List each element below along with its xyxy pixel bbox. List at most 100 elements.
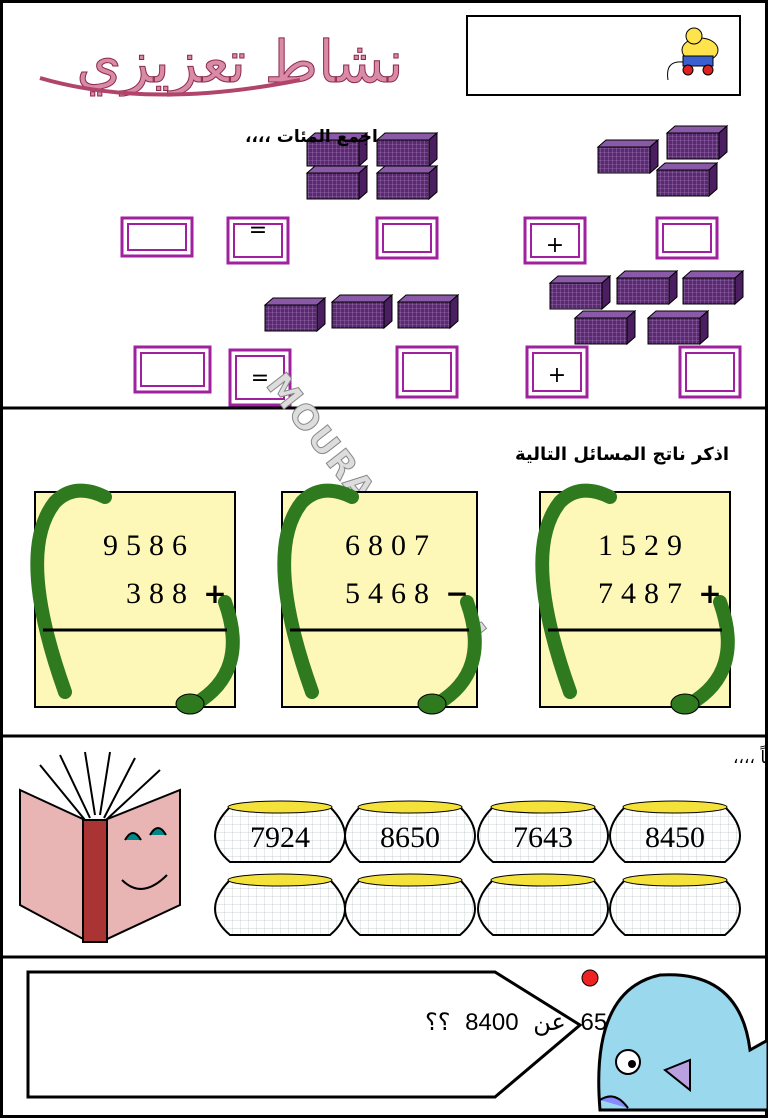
- operator: +: [203, 577, 226, 610]
- pot: [477, 879, 609, 936]
- block-top: [375, 165, 439, 174]
- hundred-block: [596, 138, 660, 175]
- hundred-block: [396, 293, 460, 330]
- answer-box: [523, 216, 587, 265]
- block-front: [574, 317, 628, 345]
- coins: [227, 873, 333, 887]
- pot: [477, 806, 609, 863]
- hundred-block: [330, 293, 394, 330]
- block-front: [331, 301, 385, 329]
- block-front: [597, 146, 651, 174]
- bottom-number: 5468: [345, 577, 437, 610]
- block-front: [376, 139, 430, 167]
- answer-box-inner: [233, 223, 283, 258]
- block-top: [330, 294, 394, 303]
- snake: [430, 595, 482, 711]
- plus-sign: +: [548, 363, 566, 388]
- answer-box-inner: [402, 352, 452, 392]
- top-number: 6807: [345, 529, 437, 562]
- pot-number: 7924: [250, 821, 310, 854]
- block-top: [305, 165, 369, 174]
- block-front: [682, 277, 736, 305]
- bottom-number: 7487: [598, 577, 690, 610]
- hundred-block: [305, 164, 369, 201]
- pot-number: 7643: [513, 821, 573, 854]
- answer-box-inner: [140, 352, 205, 387]
- snake: [535, 483, 617, 699]
- block-top: [263, 297, 327, 306]
- block-front: [376, 172, 430, 200]
- coins: [490, 873, 596, 887]
- block-top: [375, 132, 439, 141]
- hundred-block: [646, 309, 710, 346]
- pot: [609, 806, 741, 863]
- pot: [344, 879, 476, 936]
- pot: [344, 806, 476, 863]
- block-front: [264, 304, 318, 332]
- answer-box: [228, 348, 292, 407]
- coins: [622, 873, 728, 887]
- answer-box: [525, 345, 589, 399]
- book-icon: [19, 751, 181, 943]
- top-number: 1529: [598, 529, 690, 562]
- block-top: [548, 275, 612, 284]
- snake: [683, 595, 735, 711]
- plus-sign: +: [546, 233, 564, 258]
- title-swash: [39, 76, 301, 97]
- block-top: [646, 310, 710, 319]
- coins: [357, 800, 463, 814]
- title: نشاط تعزيزي: [76, 28, 403, 97]
- instruction: رتب تنازلياً ،،،،: [733, 744, 768, 768]
- snake: [188, 595, 240, 711]
- block-top: [396, 294, 460, 303]
- operator: +: [698, 577, 721, 610]
- answer-box-inner: [235, 355, 285, 400]
- answer-box-inner: [127, 223, 187, 251]
- hundred-block: [375, 164, 439, 201]
- block-front: [306, 172, 360, 200]
- block-top: [615, 270, 679, 279]
- coins: [357, 873, 463, 887]
- block-front: [549, 282, 603, 310]
- block-top: [665, 125, 729, 134]
- pot: [214, 806, 346, 863]
- block-front: [666, 132, 720, 160]
- hundred-block: [681, 269, 745, 306]
- problem-card: [34, 491, 236, 708]
- coins: [490, 800, 596, 814]
- duck-icon: [667, 27, 719, 81]
- coins: [227, 800, 333, 814]
- top-number: 9586: [103, 529, 195, 562]
- instruction: اجمع المئات ،،،،: [245, 127, 378, 147]
- equals-sign: =: [249, 218, 267, 243]
- pot-number: 8450: [645, 821, 705, 854]
- answer-box: [133, 345, 212, 394]
- block-top: [681, 270, 745, 279]
- problem-card: [281, 491, 478, 708]
- hundred-block: [375, 131, 439, 168]
- problem-card: [539, 491, 731, 708]
- pot-number: 8650: [380, 821, 440, 854]
- hundred-block: [665, 124, 729, 161]
- answer-box: [678, 345, 742, 399]
- snake: [30, 483, 112, 699]
- block-front: [656, 169, 710, 197]
- answer-box-inner: [685, 352, 735, 392]
- fish-icon: [581, 969, 768, 1112]
- snake: [277, 483, 359, 699]
- answer-box-inner: [530, 223, 580, 258]
- equals-sign: =: [251, 366, 269, 391]
- pot: [214, 879, 346, 936]
- hundred-block: [615, 269, 679, 306]
- block-front: [647, 317, 701, 345]
- answer-box: [395, 345, 459, 399]
- snake-head: [175, 693, 205, 715]
- answer-box-inner: [382, 223, 432, 253]
- instruction: اذكر ناتج المسائل التالية: [515, 444, 729, 465]
- block-front: [397, 301, 451, 329]
- block-top: [596, 139, 660, 148]
- hundred-block: [263, 296, 327, 333]
